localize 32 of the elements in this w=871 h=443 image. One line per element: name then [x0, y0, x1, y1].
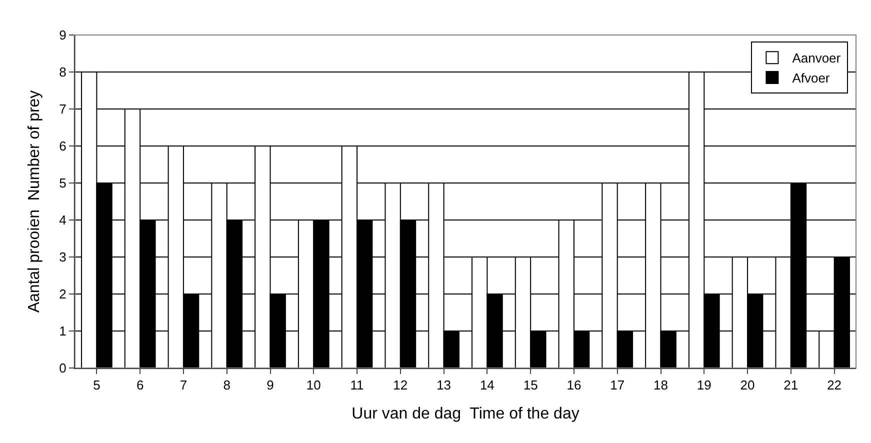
- x-tick-label: 12: [393, 378, 408, 393]
- x-tick-label: 5: [93, 378, 100, 393]
- x-tick-label: 7: [180, 378, 188, 393]
- y-axis-title: Aantal prooien Number of prey: [26, 90, 44, 313]
- y-tick-label: 7: [59, 102, 66, 117]
- x-tick-label: 11: [350, 378, 364, 393]
- x-tick-label: 14: [480, 378, 494, 393]
- x-tick-label: 13: [436, 378, 452, 393]
- x-tick-label: 21: [784, 378, 798, 393]
- x-tick-label: 10: [306, 378, 321, 393]
- x-tick-label: 15: [523, 378, 538, 393]
- y-tick-label: 6: [59, 138, 66, 154]
- x-tick-label: 18: [654, 378, 668, 393]
- y-tick-label: 9: [59, 28, 66, 43]
- legend-label: Afvoer: [792, 70, 830, 86]
- y-tick-label: 0: [59, 360, 66, 376]
- legend-label: Aanvoer: [792, 50, 842, 66]
- x-axis-title: Uur van de dag Time of the day: [352, 405, 580, 422]
- y-tick-label: 1: [59, 324, 66, 339]
- y-tick-label: 3: [59, 250, 66, 265]
- x-tick-label: 16: [566, 378, 582, 393]
- y-tick-label: 5: [59, 176, 66, 191]
- x-tick-label: 22: [827, 378, 842, 393]
- x-tick-label: 9: [266, 378, 274, 393]
- x-tick-label: 19: [696, 378, 712, 393]
- x-tick-label: 20: [740, 378, 755, 393]
- x-tick-label: 8: [223, 378, 230, 393]
- y-tick-label: 8: [59, 64, 66, 80]
- y-tick-label: 2: [59, 286, 66, 302]
- x-tick-label: 17: [610, 378, 625, 393]
- x-tick-label: 6: [136, 378, 144, 393]
- y-tick-label: 4: [59, 212, 66, 228]
